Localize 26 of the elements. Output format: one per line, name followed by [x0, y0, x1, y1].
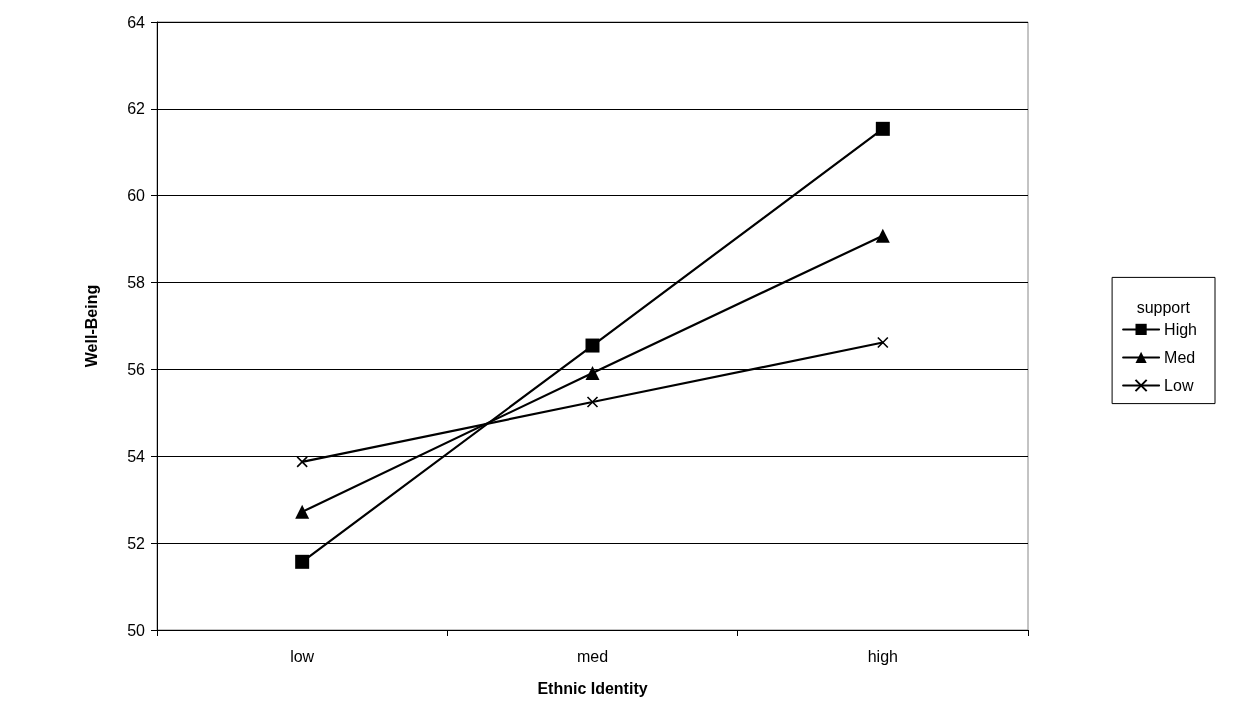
x-axis-title: Ethnic Identity: [537, 679, 648, 697]
x-tick-label: high: [867, 647, 898, 665]
y-tick-label: 52: [127, 534, 146, 552]
y-tick-label: 54: [127, 447, 146, 465]
legend-title: support: [1136, 298, 1191, 316]
point: [585, 365, 600, 380]
point: [875, 228, 890, 243]
y-tick-label: 64: [127, 13, 146, 31]
y-tick-label: 50: [127, 621, 146, 639]
point: [586, 396, 599, 408]
point: [295, 504, 310, 519]
y-tick-label: 60: [127, 187, 146, 205]
x-tick-label: med: [576, 647, 609, 665]
y-tick-label: 62: [127, 100, 146, 118]
legend-label: High: [1164, 320, 1197, 338]
y-tick-label: 56: [127, 360, 146, 378]
point: [585, 338, 600, 353]
point: [877, 336, 889, 349]
point: [296, 456, 308, 468]
legend-label: Med: [1164, 348, 1196, 366]
x-tick-label: low: [290, 647, 315, 665]
y-axis-title: Well-Being: [82, 284, 100, 368]
point: [295, 554, 310, 569]
y-tick-label: 58: [127, 274, 146, 292]
legend-label: Low: [1164, 377, 1194, 394]
point: [875, 121, 890, 136]
